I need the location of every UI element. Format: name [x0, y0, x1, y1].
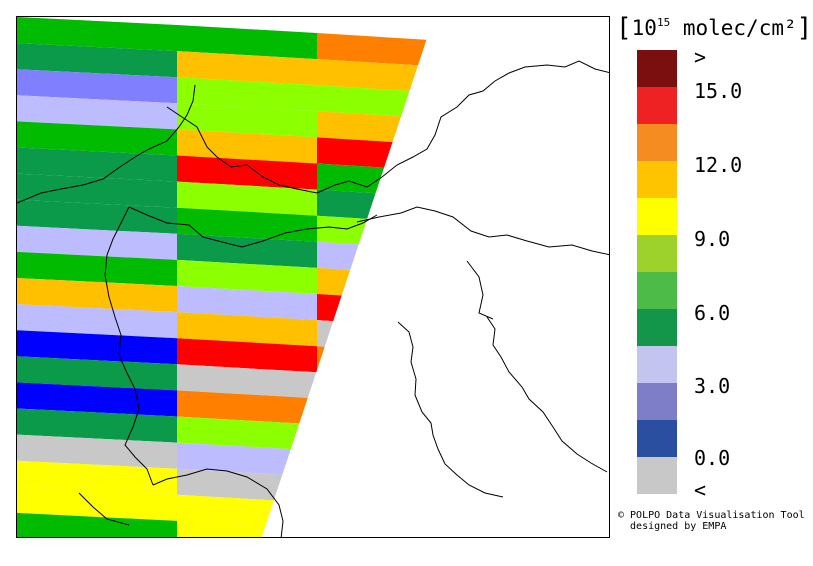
legend-swatch [637, 235, 677, 272]
swath-pixel [177, 338, 317, 373]
credit-line-2: designed by EMPA [618, 521, 727, 532]
swath-pixel [317, 476, 434, 511]
satellite-swath-map [17, 17, 609, 537]
swath-pixel [17, 330, 177, 365]
swath-pixel [17, 382, 177, 417]
map-panel[interactable] [16, 16, 610, 538]
swath-pixel [317, 372, 434, 407]
border-france-italy [104, 206, 154, 486]
swath-pixel [17, 17, 177, 52]
legend-unit-label: [1015 molec/cm²] [616, 13, 813, 43]
swath-pixel [17, 512, 177, 537]
swath-pixel [177, 312, 317, 347]
swath-pixel [177, 181, 317, 216]
swath-pixel [177, 103, 317, 138]
swath-pixel [17, 408, 177, 443]
swath-pixel [17, 225, 177, 260]
legend-swatch [637, 198, 677, 235]
legend-tick-label: 0.0 [694, 446, 731, 470]
swath-pixel [317, 398, 434, 433]
swath-pixel [17, 460, 177, 495]
swath-pixel [17, 199, 177, 234]
coastline-adriatic [397, 321, 504, 498]
swath-pixel [17, 304, 177, 339]
swath-pixel [317, 33, 434, 68]
coastline-corsica-north [78, 492, 130, 526]
swath-pixel [177, 207, 317, 242]
swath-pixel [17, 434, 177, 469]
country-borders [17, 60, 609, 537]
legend-swatch [637, 383, 677, 420]
legend-swatch [637, 346, 677, 383]
swath-pixel [317, 502, 434, 537]
swath-pixel [177, 77, 317, 112]
swath-pixel [177, 155, 317, 190]
swath-pixel [17, 251, 177, 286]
swath-pixel [177, 416, 317, 451]
swath-pixel [177, 442, 317, 477]
swath-pixel [17, 95, 177, 130]
border-alps-north [166, 60, 609, 194]
swath-pixel [317, 346, 434, 381]
legend-tick-label: 3.0 [694, 374, 731, 398]
coastline-liguria [152, 468, 284, 537]
swath-pixel [17, 173, 177, 208]
swath-pixel [177, 259, 317, 294]
border-austria-italy [356, 206, 609, 256]
swath-pixel [177, 364, 317, 399]
legend-tick-label: 9.0 [694, 227, 731, 251]
swath-pixel [177, 233, 317, 268]
legend-swatch [637, 161, 677, 198]
swath-pixel [17, 356, 177, 391]
swath-pixel [17, 278, 177, 313]
swath-pixel [177, 25, 317, 60]
legend-tick-label: 15.0 [694, 79, 743, 103]
border-west-inner [17, 84, 196, 204]
legend-swatch [637, 87, 677, 124]
color-legend: [1015 molec/cm²] >15.0 12.0 9.0 6.0 3.0 0.0 < … [612, 0, 813, 566]
legend-swatch [637, 50, 677, 87]
swath-strips [17, 17, 434, 537]
swath-pixel [317, 320, 434, 355]
border-slovenia [466, 260, 494, 320]
swath-pixel [177, 129, 317, 164]
swath-pixel [317, 528, 434, 537]
swath-pixel [17, 121, 177, 156]
legend-tick-label: 6.0 [694, 301, 731, 325]
legend-tick-label: < [694, 478, 707, 502]
swath-pixel [177, 286, 317, 321]
swath-pixel [317, 424, 434, 459]
legend-swatch [637, 420, 677, 457]
swath-pixel [17, 43, 177, 78]
legend-swatch [637, 309, 677, 346]
swath-pixel [317, 294, 434, 329]
swath-pixel [177, 51, 317, 86]
legend-swatch [637, 272, 677, 309]
swath-pixel [17, 69, 177, 104]
swath-pixel [177, 390, 317, 425]
legend-tick-label: 12.0 [694, 153, 743, 177]
swath-pixel [317, 450, 434, 485]
credit-line-1: © POLPO Data Visualisation Tool [618, 510, 805, 521]
coastline-istria-croatia [486, 316, 608, 473]
legend-tick-label: > [694, 45, 707, 69]
legend-swatch [637, 124, 677, 161]
swath-pixel [17, 486, 177, 521]
legend-swatch [637, 457, 677, 494]
border-switzerland-south [128, 206, 378, 248]
